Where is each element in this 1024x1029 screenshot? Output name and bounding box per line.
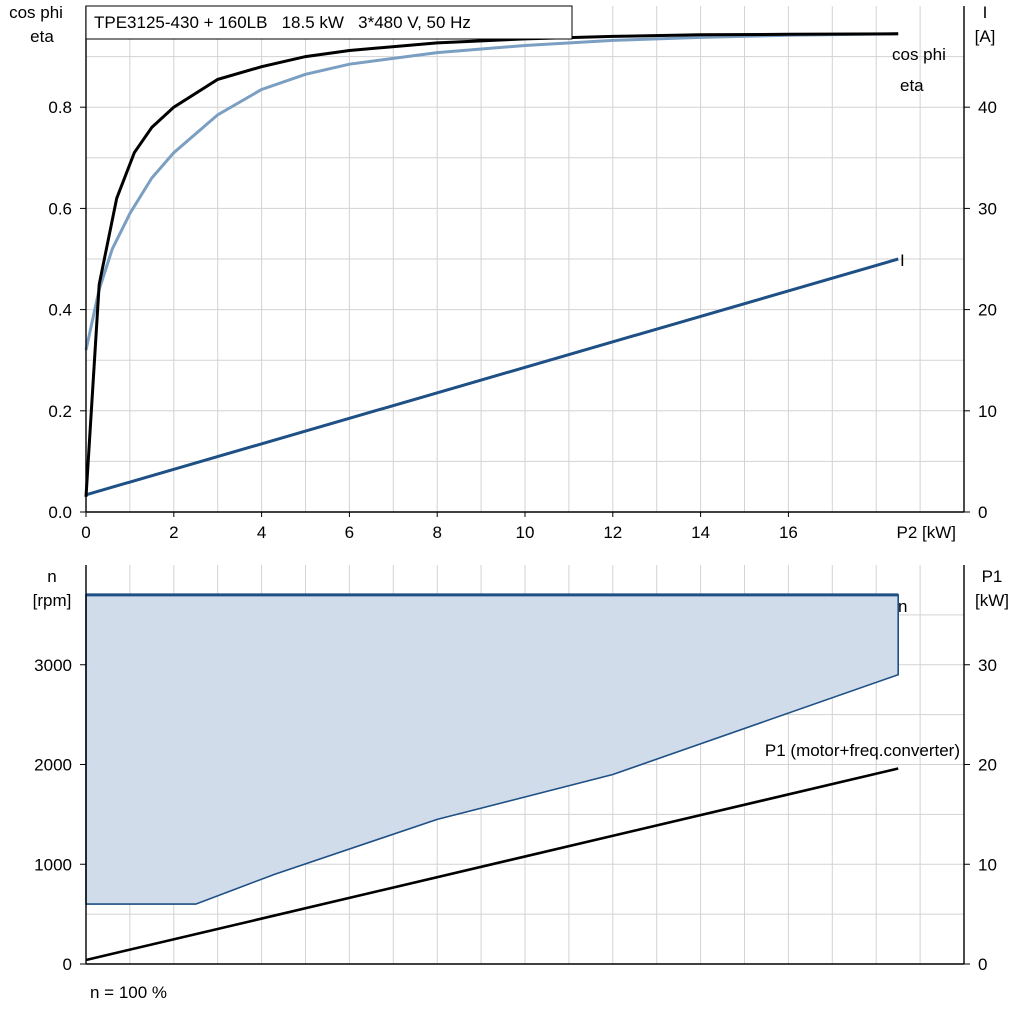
y-tick-label-right: 10: [978, 855, 997, 874]
series-line-p1: [85, 767, 899, 962]
series-label-eta: eta: [900, 76, 924, 95]
series-label-speed: n: [898, 597, 907, 616]
y-tick-label-left: 2000: [34, 756, 72, 775]
y-tick-label-left: 0: [63, 955, 72, 974]
x-tick-label: 2: [169, 523, 178, 542]
y-tick-label-left: 0.8: [48, 98, 72, 117]
x-tick-label: 10: [516, 523, 535, 542]
y-tick-label-left: 0.4: [48, 301, 72, 320]
y-tick-label-right: 10: [978, 402, 997, 421]
y-tick-label-right: 20: [978, 756, 997, 775]
bottom-chart-ticks: 0 1000 2000 3000 0 10 20 30: [34, 656, 997, 974]
y-tick-label-right: 0: [978, 503, 987, 522]
top-chart-ticks: 0 2 4 6 8 10 12 14 16 0.0 0.2 0.4 0.6 0.8 0 10 20 30 40: [48, 98, 997, 542]
y-tick-label-left: 3000: [34, 656, 72, 675]
x-tick-label: 14: [691, 523, 710, 542]
top-x-axis-label: P2 [kW]: [896, 523, 956, 542]
x-tick-label: 8: [432, 523, 441, 542]
series-label-p1: P1 (motor+freq.converter): [765, 741, 960, 760]
x-tick-label: 4: [257, 523, 266, 542]
y-tick-label-left: 0.0: [48, 503, 72, 522]
top-right-axis-label-line2: [A]: [975, 27, 996, 46]
bottom-right-axis-label-line1: P1: [982, 567, 1003, 586]
x-tick-label: 0: [81, 523, 90, 542]
bottom-left-axis-label-line2: [rpm]: [33, 591, 72, 610]
top-left-axis-label-line1: cos phi: [9, 3, 63, 22]
x-tick-label: 12: [603, 523, 622, 542]
x-tick-label: 16: [779, 523, 798, 542]
y-tick-label-right: 0: [978, 955, 987, 974]
bottom-left-axis-label-line1: n: [47, 567, 56, 586]
y-tick-label-left: 0.6: [48, 199, 72, 218]
series-line-current: [85, 257, 899, 497]
series-line-eta: [84, 32, 899, 497]
y-tick-label-right: 40: [978, 98, 997, 117]
title-box: [85, 5, 573, 40]
y-tick-label-right: 30: [978, 656, 997, 675]
series-line-cos-phi: [84, 32, 899, 351]
y-tick-label-left: 0.2: [48, 402, 72, 421]
top-chart-grid: [86, 6, 964, 512]
top-right-axis-label-line1: I: [983, 3, 988, 22]
series-label-current: I: [900, 251, 905, 270]
top-left-axis-label-line2: eta: [30, 27, 54, 46]
y-tick-label-left: 1000: [34, 855, 72, 874]
y-tick-label-right: 30: [978, 199, 997, 218]
chart-title: TPE3125-430 + 160LB 18.5 kW 3*480 V, 50 …: [94, 13, 471, 32]
bottom-right-axis-label-line2: [kW]: [975, 591, 1009, 610]
x-tick-label: 6: [345, 523, 354, 542]
y-tick-label-right: 20: [978, 301, 997, 320]
speed-range-band: [85, 594, 899, 905]
footer-note: n = 100 %: [90, 983, 167, 1002]
series-label-cos-phi: cos phi: [892, 45, 946, 64]
